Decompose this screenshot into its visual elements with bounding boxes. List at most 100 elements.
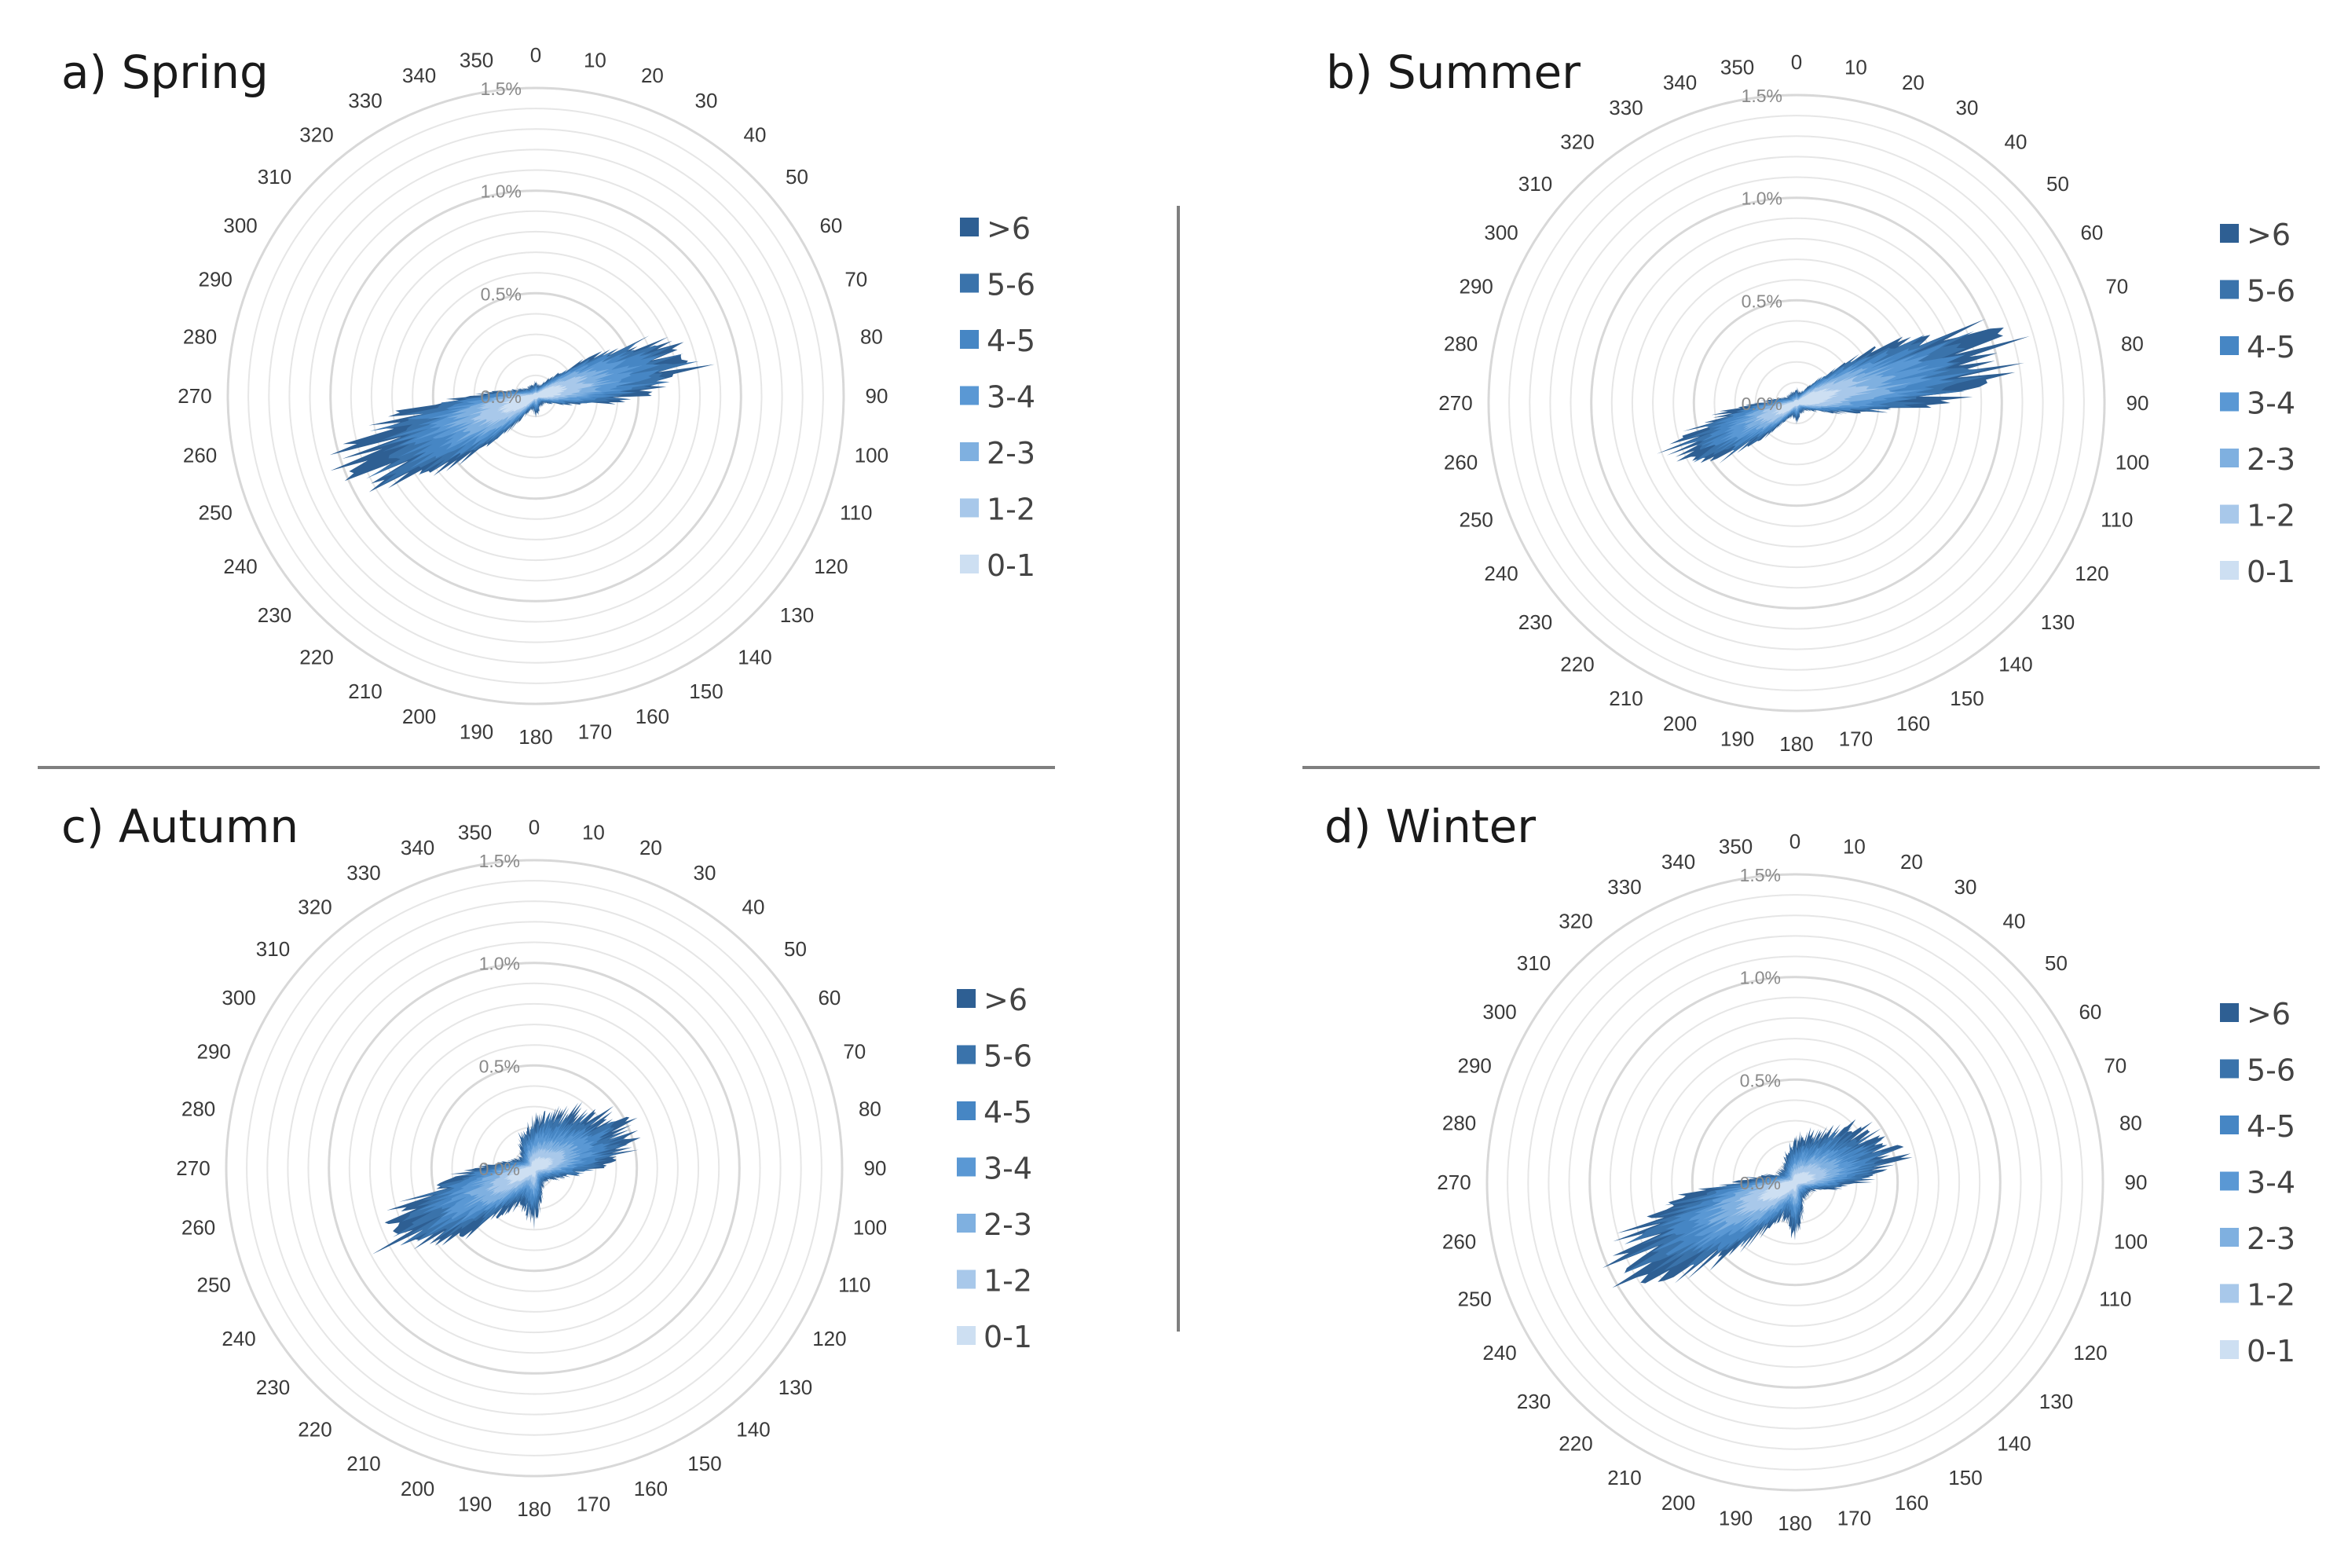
direction-label: 120 <box>812 1327 846 1350</box>
direction-label: 240 <box>223 555 257 578</box>
direction-label: 270 <box>178 384 211 408</box>
legend-label: >6 <box>2247 997 2291 1031</box>
direction-label: 330 <box>348 89 382 112</box>
direction-label: 30 <box>695 89 718 112</box>
legend-label: 3-4 <box>987 380 1035 415</box>
panel-title-spring: a) Spring <box>61 46 269 99</box>
legend-swatch <box>957 989 976 1008</box>
grid-ring <box>451 1085 617 1251</box>
grid-ring <box>1570 176 2024 630</box>
direction-label: 30 <box>1956 96 1979 119</box>
direction-label: 210 <box>348 680 382 703</box>
direction-label: 60 <box>818 986 841 1009</box>
legend-label: 0-1 <box>984 1320 1032 1354</box>
direction-label: 40 <box>2005 130 2027 154</box>
grid-ring <box>1690 1078 1899 1287</box>
legend-label: 0-1 <box>987 548 1035 583</box>
grid-ring <box>348 982 720 1354</box>
direction-label: 20 <box>641 64 664 87</box>
direction-label: 290 <box>197 1040 231 1064</box>
legend-swatch <box>2220 449 2239 467</box>
legend-swatch <box>2220 561 2239 580</box>
grid-ring <box>1609 996 1981 1368</box>
direction-label: 320 <box>299 123 333 147</box>
direction-label: 210 <box>346 1452 380 1475</box>
direction-label: 350 <box>460 49 493 72</box>
grid-ring <box>390 1024 679 1313</box>
direction-label: 320 <box>1560 130 1594 154</box>
direction-label: 250 <box>1458 1287 1492 1310</box>
direction-label: 140 <box>736 1418 770 1442</box>
direction-label: 210 <box>1607 1466 1641 1489</box>
direction-label: 60 <box>819 214 842 237</box>
grid-ring <box>329 189 742 603</box>
direction-label: 220 <box>1560 653 1594 676</box>
legend-swatch <box>960 442 979 461</box>
grid-ring <box>368 1002 700 1334</box>
direction-label: 60 <box>2079 1000 2101 1024</box>
legend-label: 5-6 <box>2247 1053 2295 1088</box>
legend-swatch <box>960 555 979 573</box>
wind-rose-winter: 0.0% 0.5% 1.0% 1.5% 0 10 20 30 40 50 60 70 80 90 100 11… <box>1437 830 2148 1535</box>
direction-label: 120 <box>2075 562 2108 585</box>
direction-label: 190 <box>460 720 493 743</box>
wind-rose-summer: 0.0% 0.5% 1.0% 1.5% 0 10 20 30 40 50 60 70 80 90 100 11… <box>1438 50 2149 756</box>
direction-label: 270 <box>1437 1171 1471 1194</box>
grid-ring <box>246 880 822 1456</box>
grid-ring <box>268 128 804 664</box>
grid-ring <box>328 962 741 1375</box>
grid-ring <box>1650 1038 1940 1327</box>
legend-label: 4-5 <box>2247 330 2295 365</box>
legend-label: 1-2 <box>987 493 1035 527</box>
grid-ring <box>287 921 782 1416</box>
direction-label: 200 <box>1663 712 1697 735</box>
direction-label: 340 <box>1661 850 1695 874</box>
legend-label: >6 <box>2247 218 2291 252</box>
ring-label: 1.5% <box>1742 86 1782 106</box>
legend-label: 1-2 <box>2247 499 2295 533</box>
direction-label: 70 <box>2104 1054 2126 1078</box>
direction-label: 110 <box>2099 1287 2131 1310</box>
direction-label: 90 <box>866 384 888 408</box>
grid-ring <box>1529 135 2064 671</box>
ring-label: 1.5% <box>1740 865 1781 885</box>
direction-label: 170 <box>1837 1506 1871 1530</box>
direction-label: 240 <box>1484 562 1518 585</box>
direction-label: 140 <box>1998 653 2032 676</box>
panel-title-winter: d) Winter <box>1324 800 1536 853</box>
direction-label: 50 <box>2046 172 2069 196</box>
legend-label: 5-6 <box>2247 274 2295 309</box>
ring-label: 1.5% <box>481 79 522 99</box>
panel-title-autumn: c) Autumn <box>61 800 299 853</box>
legend-swatch <box>960 273 979 293</box>
direction-label: 340 <box>401 836 434 859</box>
grid-ring <box>391 251 680 540</box>
grid-ring <box>1487 93 2106 713</box>
ring-label: 1.0% <box>1740 968 1781 988</box>
direction-label: 10 <box>1843 835 1866 859</box>
legend-label: 5-6 <box>984 1039 1032 1074</box>
grid-ring <box>247 108 824 684</box>
legend-swatch <box>2220 504 2239 524</box>
direction-label: 160 <box>1895 1491 1929 1515</box>
direction-label: 240 <box>1482 1341 1516 1365</box>
direction-label: 120 <box>814 555 848 578</box>
direction-label: 230 <box>1517 1390 1551 1413</box>
direction-label: 70 <box>844 268 867 291</box>
legend-summer: >6 5-6 4-5 3-4 2-3 1-2 0-1 <box>2220 218 2295 589</box>
direction-label: 150 <box>689 680 723 703</box>
legend-swatch <box>960 386 979 405</box>
direction-label: 180 <box>1778 1511 1811 1535</box>
direction-label: 310 <box>258 165 291 189</box>
legend-label: 4-5 <box>984 1095 1032 1130</box>
direction-label: 250 <box>1460 507 1493 531</box>
legend-label: 0-1 <box>2247 1334 2295 1368</box>
direction-label: 190 <box>1719 1506 1753 1530</box>
direction-label: 260 <box>183 443 217 467</box>
legend-label: 2-3 <box>984 1207 1032 1242</box>
direction-label: 350 <box>1720 56 1754 79</box>
grid-ring <box>1590 196 2003 610</box>
direction-label: 220 <box>298 1418 332 1442</box>
direction-label: 0 <box>1791 50 1802 74</box>
